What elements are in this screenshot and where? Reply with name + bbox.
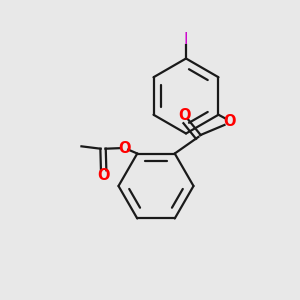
Text: O: O — [98, 168, 110, 183]
Text: O: O — [224, 114, 236, 129]
Text: I: I — [184, 32, 188, 47]
Text: O: O — [178, 108, 190, 123]
Text: O: O — [118, 141, 131, 156]
